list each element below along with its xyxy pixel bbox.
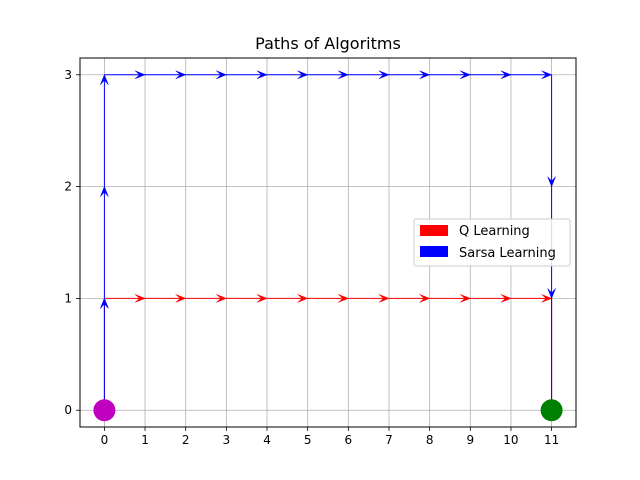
start-marker	[93, 399, 116, 422]
path-arrow-q-learning-9	[460, 294, 471, 303]
legend-label-sarsa-learning: Sarsa Learning	[459, 246, 556, 261]
tick-label-x-7: 7	[385, 433, 393, 447]
path-arrow-q-learning-5	[297, 294, 309, 303]
path-arrow-q-learning-2	[175, 294, 187, 303]
path-arrow-q-learning-3	[216, 294, 228, 303]
tick-label-y-2: 2	[64, 180, 72, 194]
goal-marker	[540, 399, 563, 422]
series-layer	[100, 70, 556, 411]
path-arrow-q-learning-6	[338, 294, 350, 303]
marker-layer	[93, 399, 563, 422]
path-arrow-q-learning-8	[419, 294, 431, 303]
tick-label-x-9: 9	[466, 433, 474, 447]
path-arrow-sarsa-learning-2	[100, 74, 109, 85]
path-arrow-sarsa-learning-10	[419, 70, 431, 80]
tick-label-x-4: 4	[263, 433, 271, 447]
tick-label-x-10: 10	[503, 433, 518, 447]
tick-label-x-8: 8	[426, 433, 434, 447]
path-arrow-sarsa-learning-15	[547, 288, 556, 300]
path-arrow-sarsa-learning-13	[541, 70, 553, 80]
chart-title: Paths of Algoritms	[255, 34, 401, 53]
legend-swatch-sarsa-learning	[420, 246, 448, 257]
path-arrow-sarsa-learning-11	[460, 70, 471, 80]
tick-label-y-0: 0	[64, 403, 72, 417]
legend-box	[413, 218, 571, 267]
tick-label-x-0: 0	[101, 433, 109, 447]
tick-label-x-6: 6	[345, 433, 353, 447]
path-arrow-sarsa-learning-5	[216, 70, 228, 80]
tick-label-x-2: 2	[182, 433, 190, 447]
ticks: 0 1 2 3 4 5 6 7 8 9 10 11 0 1 2 3	[64, 68, 559, 447]
path-arrow-sarsa-learning-3	[134, 70, 146, 80]
legend-swatch-q-learning	[420, 225, 448, 236]
tick-label-x-5: 5	[304, 433, 312, 447]
path-arrow-sarsa-learning-14	[547, 176, 556, 188]
path-arrow-sarsa-learning-4	[175, 70, 187, 80]
axes-frame	[79, 57, 577, 428]
path-arrow-sarsa-learning-1	[100, 185, 109, 197]
path-arrow-q-learning-4	[256, 294, 268, 303]
path-arrow-q-learning-7	[378, 294, 390, 303]
path-arrow-sarsa-learning-8	[338, 70, 350, 80]
path-arrow-sarsa-learning-9	[378, 70, 390, 80]
tick-label-x-1: 1	[141, 433, 149, 447]
tick-label-x-11: 11	[544, 433, 559, 447]
tick-label-x-3: 3	[223, 433, 231, 447]
path-arrow-q-learning-10	[500, 294, 512, 303]
path-arrow-q-learning-1	[134, 294, 146, 303]
path-arrow-q-learning-11	[541, 294, 553, 303]
tick-label-y-1: 1	[64, 291, 72, 305]
series-q-learning	[100, 294, 556, 411]
path-arrow-sarsa-learning-12	[500, 70, 512, 80]
path-arrow-sarsa-learning-0	[100, 297, 109, 309]
path-arrow-sarsa-learning-6	[256, 70, 268, 80]
legend: Q Learning Sarsa Learning	[413, 218, 571, 267]
legend-label-q-learning: Q Learning	[459, 224, 530, 239]
series-sarsa-learning	[100, 70, 556, 411]
path-arrow-sarsa-learning-7	[297, 70, 309, 80]
tick-label-y-3: 3	[64, 68, 72, 82]
